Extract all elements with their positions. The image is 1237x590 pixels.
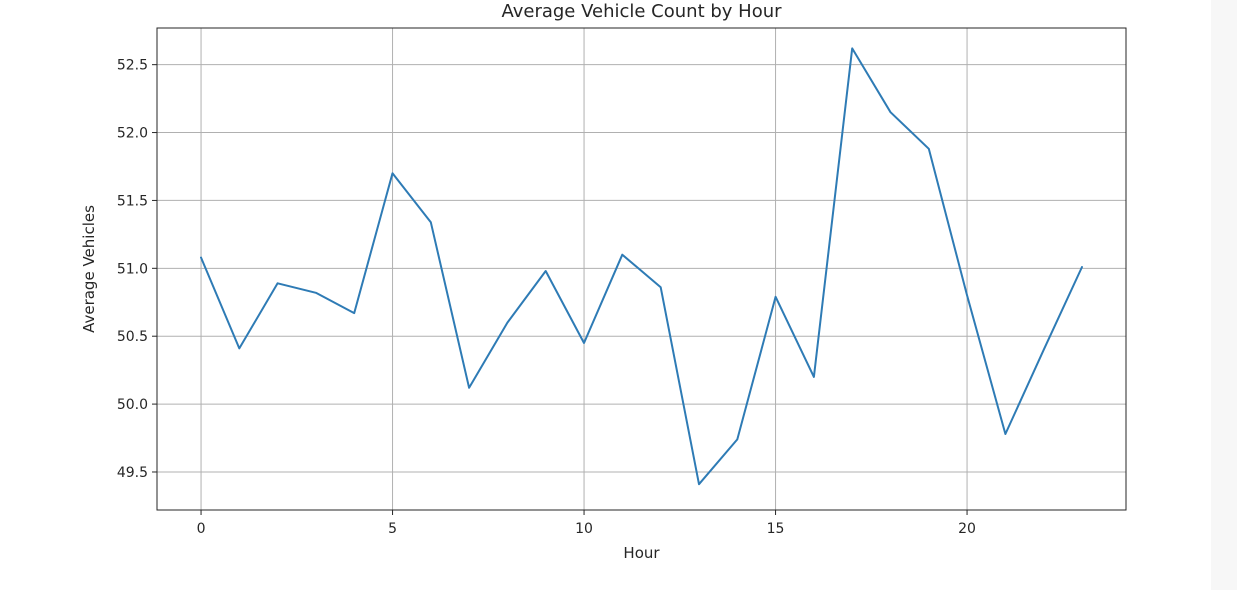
x-axis-label: Hour [623, 544, 660, 562]
y-tick-label: 49.5 [117, 465, 148, 481]
x-tick-label: 20 [958, 521, 976, 537]
plot-frame [156, 27, 1127, 511]
x-tick-label: 10 [575, 521, 593, 537]
series-layer [200, 47, 1083, 486]
x-tick-label: 15 [767, 521, 785, 537]
chart-title: Average Vehicle Count by Hour [501, 1, 782, 22]
window-edge-strip [1211, 0, 1237, 590]
x-tick-label: 5 [388, 521, 397, 537]
y-tick-label: 51.5 [117, 193, 148, 209]
y-tick-label: 52.0 [117, 126, 148, 142]
ticks: 0 5 10 15 20 49.5 50.0 50.5 51.0 51.5 52.0 52.5 [117, 58, 976, 537]
y-tick-label: 52.5 [117, 58, 148, 74]
grid [157, 28, 1126, 510]
x-tick-label: 0 [197, 521, 206, 537]
y-tick-label: 51.0 [117, 261, 148, 277]
y-tick-label: 50.0 [117, 397, 148, 413]
series-line [200, 47, 1083, 486]
y-tick-label: 50.5 [117, 329, 148, 345]
y-axis-label: Average Vehicles [80, 205, 98, 333]
